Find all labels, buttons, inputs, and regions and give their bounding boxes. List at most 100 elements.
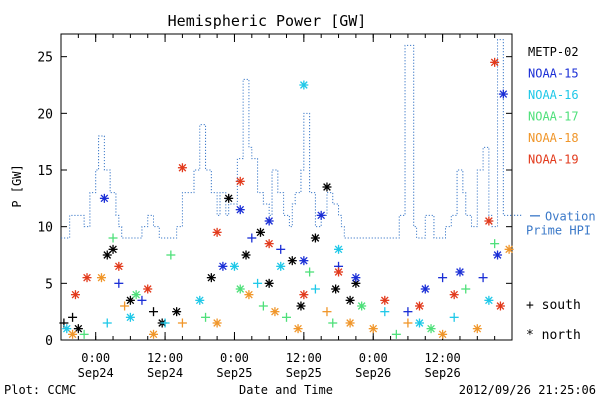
noaa-17-point	[357, 301, 367, 311]
metp-02-point	[296, 301, 306, 311]
marker-stroke	[126, 296, 135, 305]
legend-noaa-15: NOAA-15	[528, 67, 579, 81]
marker-stroke	[236, 205, 245, 214]
marker-stroke	[74, 324, 83, 333]
footer-timestamp: 2012/09/26 21:25:06	[459, 383, 596, 397]
marker-stroke	[456, 268, 464, 276]
noaa-15-point	[247, 233, 257, 243]
y-tick-label: 15	[37, 164, 53, 179]
noaa-18-point	[120, 301, 130, 311]
noaa-18-point	[345, 318, 355, 328]
legend-noaa-18: NOAA-18	[528, 131, 579, 145]
noaa-18-point	[96, 273, 106, 283]
marker-stroke	[207, 273, 216, 282]
marker-stroke	[114, 262, 123, 271]
marker-stroke	[68, 330, 77, 339]
marker-stroke	[149, 330, 158, 339]
noaa-16-point	[195, 295, 205, 305]
noaa-16-point	[62, 324, 72, 334]
x-tick-date-label: Sep26	[355, 366, 391, 380]
x-tick-date-label: Sep24	[147, 366, 183, 380]
marker-stroke	[485, 217, 493, 225]
metp-02-point	[224, 193, 234, 203]
y-axis-label: P [GW]	[10, 164, 24, 207]
x-axis: 0:00Sep2412:00Sep240:00Sep2512:00Sep250:…	[60, 34, 513, 380]
noaa-16-point	[253, 278, 263, 288]
noaa-18-point	[504, 244, 514, 254]
marker-stroke	[499, 90, 508, 98]
noaa-18-point	[177, 318, 187, 328]
noaa-19-point	[380, 295, 390, 305]
metp-02-point	[73, 324, 83, 334]
marker-stroke	[323, 183, 331, 191]
noaa-15-point	[99, 193, 109, 203]
metp-02-point	[172, 307, 182, 317]
noaa-19-point	[334, 267, 344, 277]
x-tick-label: 0:00	[359, 351, 388, 365]
y-tick-label: 20	[37, 107, 53, 122]
marker-stroke	[132, 290, 141, 299]
marker-stroke	[294, 324, 302, 333]
x-tick-date-label: Sep25	[286, 366, 322, 380]
marker-stroke	[219, 262, 227, 271]
ovation-legend-label: Ovation	[545, 209, 596, 223]
metp-02-point	[68, 312, 78, 322]
noaa-19-point	[449, 290, 459, 300]
metp-02-point	[255, 227, 265, 237]
noaa-18-point	[472, 324, 482, 334]
marker-stroke	[224, 194, 233, 203]
noaa-16-point	[334, 244, 344, 254]
marker-stroke	[438, 330, 447, 339]
ovation-prime-hpi-line	[61, 39, 512, 239]
noaa-18-point	[403, 318, 413, 328]
marker-stroke	[357, 302, 366, 310]
noaa-17-point	[258, 301, 268, 311]
metp-02-point	[287, 256, 297, 266]
marker-stroke	[300, 81, 308, 89]
marker-stroke	[369, 324, 378, 333]
satellite-points	[59, 57, 514, 339]
noaa-17-point	[108, 233, 118, 243]
marker-legend-north: * north	[526, 328, 581, 343]
metp-02-point	[206, 273, 216, 283]
marker-stroke	[178, 163, 187, 172]
marker-stroke	[195, 296, 204, 305]
metp-02-point	[310, 233, 320, 243]
noaa-16-point	[310, 284, 320, 294]
noaa-18-point	[68, 329, 78, 339]
marker-stroke	[109, 245, 117, 254]
x-tick-label: 0:00	[81, 351, 110, 365]
marker-stroke	[421, 285, 430, 293]
noaa-17-point	[426, 324, 436, 334]
marker-stroke	[242, 251, 250, 259]
marker-stroke	[352, 273, 360, 282]
marker-stroke	[100, 194, 109, 203]
noaa-16-point	[299, 80, 309, 90]
noaa-15-point	[420, 284, 430, 294]
noaa-15-point	[137, 295, 147, 305]
legend-metp-02: METP-02	[528, 45, 579, 59]
marker-stroke	[265, 239, 273, 248]
noaa-15-point	[218, 261, 228, 271]
marker-stroke	[415, 319, 424, 327]
noaa-15-point	[235, 205, 245, 215]
noaa-18-point	[438, 329, 448, 339]
noaa-17-point	[235, 284, 245, 294]
noaa-19-point	[82, 273, 92, 283]
noaa-17-point	[305, 267, 315, 277]
noaa-19-point	[495, 301, 505, 311]
noaa-18-point	[244, 290, 254, 300]
marker-stroke	[505, 245, 513, 254]
marker-stroke	[346, 319, 354, 327]
footer-left: Plot: CCMC	[4, 383, 76, 397]
marker-stroke	[236, 177, 245, 186]
noaa-19-point	[484, 216, 494, 226]
marker-stroke	[415, 302, 424, 310]
marker-stroke	[276, 262, 285, 271]
noaa-15-point	[403, 307, 413, 317]
marker-stroke	[334, 268, 343, 276]
noaa-19-point	[177, 163, 187, 173]
noaa-19-point	[264, 239, 274, 249]
x-tick-label: 12:00	[425, 351, 461, 365]
